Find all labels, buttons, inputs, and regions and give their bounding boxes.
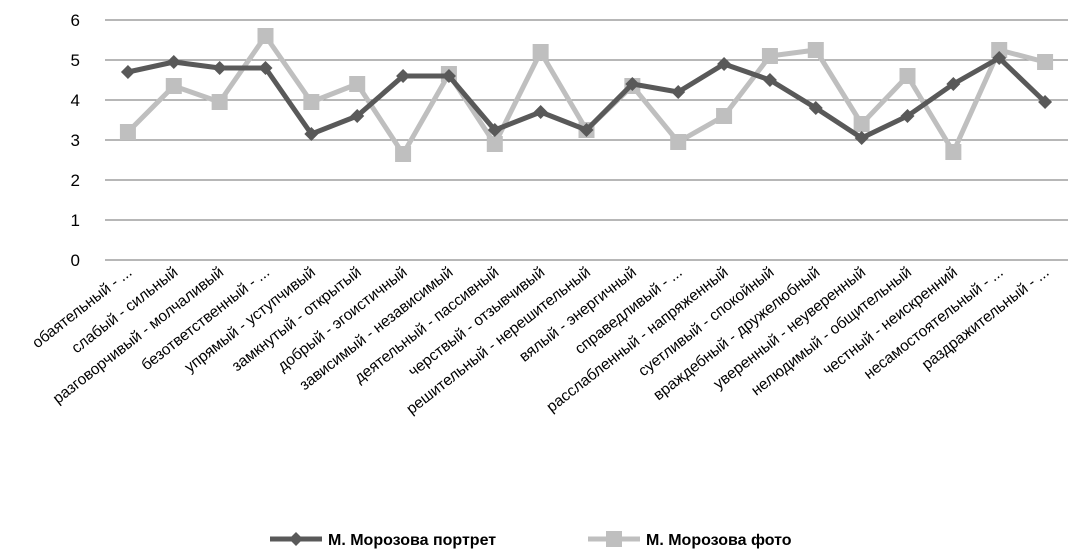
data-point [396,69,411,83]
data-point [992,51,1007,65]
data-point [258,61,273,75]
legend-item-1: М. Морозова портрет [270,532,496,549]
legend-marker [289,532,303,546]
data-point [900,109,915,123]
x-axis-ticks: обаятельный - ...слабый - сильныйразгово… [29,264,1052,418]
data-point [486,136,503,152]
series-2 [119,28,1054,162]
data-point [625,77,640,91]
data-point [304,127,319,141]
data-point [671,85,686,99]
data-point [807,42,824,58]
data-point [211,94,228,110]
data-point [395,146,412,162]
data-point [441,69,456,83]
data-point [119,124,136,140]
data-point [854,131,869,145]
data-point [257,28,274,44]
data-point [853,116,870,132]
data-point [717,57,732,71]
data-point [761,48,778,64]
data-point [670,134,687,150]
y-tick-label: 4 [71,91,80,110]
data-point [946,77,961,91]
series-layer [119,28,1054,162]
y-tick-label: 6 [71,11,80,30]
y-tick-label: 0 [71,251,80,270]
data-point [1037,54,1054,70]
data-point [808,101,823,115]
data-point [212,61,227,75]
y-axis-ticks: 0 1 2 3 4 5 6 [71,11,80,270]
data-point [487,123,502,137]
y-tick-label: 5 [71,51,80,70]
legend-item-2: М. Морозова фото [588,531,792,549]
data-point [991,42,1008,58]
data-point [303,94,320,110]
data-point [945,144,962,160]
x-tick-label: разговорчивый - молчаливый [50,264,227,408]
legend-label: М. Морозова фото [646,532,792,549]
data-point [533,105,548,119]
y-tick-label: 3 [71,131,80,150]
y-tick-label: 2 [71,171,80,190]
data-point [165,78,182,94]
data-point [120,65,135,79]
data-point [716,108,733,124]
data-point [349,76,366,92]
data-point [532,44,549,60]
data-point [1038,95,1053,109]
series-1 [120,51,1053,145]
data-point [762,73,777,87]
data-point [350,109,365,123]
legend: М. Морозова портрет М. Морозова фото [270,531,792,549]
data-point [166,55,181,69]
legend-label: М. Морозова портрет [328,532,496,549]
data-point [579,123,594,137]
legend-marker [606,531,622,547]
y-tick-label: 1 [71,211,80,230]
data-point [899,68,916,84]
gridlines [105,19,1068,261]
